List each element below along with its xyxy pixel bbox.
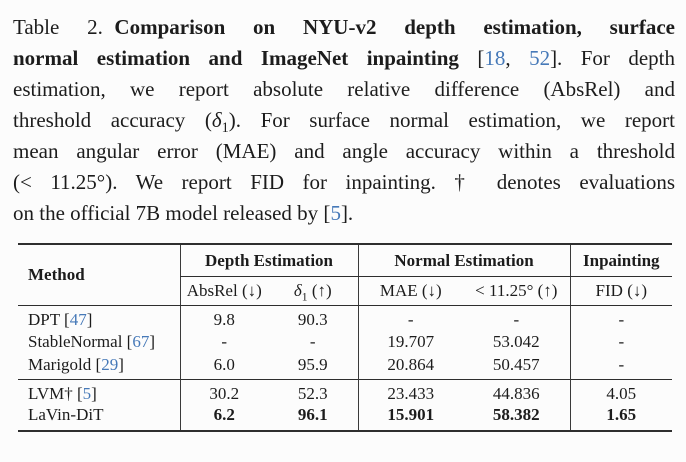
text-segment: AbsRel (↓) xyxy=(186,280,262,300)
text-segment: DPT [ xyxy=(28,309,70,329)
value-cell: 50.457 xyxy=(492,354,540,374)
caption-line: (< 11.25°). We report FID for inpainting… xyxy=(13,167,675,198)
citation-link[interactable]: 5 xyxy=(330,201,341,225)
value-cell: 19.707 xyxy=(357,329,464,354)
value-cell: 53.042 xyxy=(492,332,540,352)
value-cell: 20.864 xyxy=(357,353,464,380)
text-segment: (< 11.25°). We report FID for inpainting… xyxy=(13,170,675,194)
col-header-absrel: AbsRel (↓) xyxy=(179,276,268,306)
value-cell: 23.433 xyxy=(357,379,464,405)
text-segment: [ xyxy=(458,46,485,70)
text-segment: ] xyxy=(118,354,124,374)
text-segment: on the official 7B model released by [ xyxy=(13,201,331,225)
col-header-fid: FID (↓) xyxy=(569,276,673,306)
value-cell: - xyxy=(179,329,268,354)
col-group-normal-estimation: Normal Estimation xyxy=(357,244,571,277)
value-cell: - xyxy=(309,332,316,352)
col-header-method: Method xyxy=(18,244,180,306)
col-header-delta1: δ1 (↑) xyxy=(268,276,359,306)
text-segment: ] xyxy=(149,332,156,352)
caption-line: estimation, we report absolute relative … xyxy=(13,74,675,105)
value-cell: - xyxy=(569,353,673,380)
table-row: LaVin-DiT 6.2 96.1 15.901 58.382 1.65 xyxy=(18,404,673,431)
citation-link[interactable]: 5 xyxy=(82,384,92,403)
method-name-cell: StableNormal [67] xyxy=(18,330,180,354)
text-segment: estimation, we report absolute relative … xyxy=(13,77,675,101)
text-segment: < 11.25° (↑) xyxy=(475,280,558,300)
text-segment: 1 xyxy=(301,290,308,304)
value-cell: 30.2 xyxy=(179,379,268,405)
col-group-inpainting: Inpainting xyxy=(569,244,673,277)
text-segment: Method xyxy=(28,265,85,285)
text-segment: δ xyxy=(211,108,222,132)
text-segment: ). For surface normal estimation, we rep… xyxy=(228,108,675,132)
text-segment: 1 xyxy=(221,120,229,136)
text-segment: , xyxy=(505,46,530,70)
text-segment: ] xyxy=(86,309,93,329)
citation-link[interactable]: 67 xyxy=(132,332,150,352)
col-group-depth-estimation: Depth Estimation xyxy=(179,244,359,277)
method-name-cell: LaVin-DiT xyxy=(18,404,180,430)
citation-link[interactable]: 47 xyxy=(69,309,87,329)
text-segment: ]. For depth xyxy=(550,46,675,70)
text-segment: Normal Estimation xyxy=(394,250,534,270)
value-cell: 4.05 xyxy=(569,379,673,405)
table-row: Marigold [29] 6.0 95.9 20.864 50.457- xyxy=(18,353,673,380)
text-segment: Marigold [ xyxy=(28,354,102,374)
value-cell: 52.3 xyxy=(268,379,359,405)
col-header-mae: MAE (↓) xyxy=(357,276,464,306)
text-segment: normal estimation and ImageNet inpaintin… xyxy=(13,46,459,70)
caption-line: threshold accuracy (δ1). For surface nor… xyxy=(13,105,675,136)
text-segment: StableNormal [ xyxy=(28,332,133,352)
method-name-cell: Marigold [29] xyxy=(18,354,180,380)
text-segment: mean angular error (MAE) and angle accur… xyxy=(13,139,675,163)
table-row: LVM† [5] 30.2 52.3 23.433 44.836 4.05 xyxy=(18,379,673,405)
value-cell: 96.1 xyxy=(297,405,328,425)
caption-line: mean angular error (MAE) and angle accur… xyxy=(13,136,675,167)
text-segment: LaVin-DiT xyxy=(28,405,104,425)
text-segment: ] xyxy=(91,384,97,403)
results-table: Method Depth Estimation Normal Estimation I… xyxy=(18,243,673,432)
text-segment: MAE (↓) xyxy=(379,280,442,300)
text-segment: Depth Estimation xyxy=(205,250,333,270)
text-segment: threshold accuracy ( xyxy=(13,108,212,132)
value-cell: 90.3 xyxy=(297,309,328,329)
citation-link[interactable]: 52 xyxy=(529,46,551,70)
text-segment: δ xyxy=(293,280,302,300)
method-name-cell: DPT [47] xyxy=(18,305,180,330)
text-segment: Inpainting xyxy=(583,250,660,270)
value-cell: 6.0 xyxy=(179,353,268,380)
value-cell: 44.836 xyxy=(463,379,571,405)
table-row: DPT [47] 9.8 90.3- - - xyxy=(18,305,673,330)
sub-header-row: AbsRel (↓) δ1 (↑) MAE (↓) < 11.25° (↑) FID (… xyxy=(18,276,673,306)
value-cell: 9.8 xyxy=(179,305,268,330)
text-segment: ]. xyxy=(340,201,354,225)
text-segment: Comparison on NYU-v2 depth estimation, s… xyxy=(114,15,675,39)
value-cell: 6.2 xyxy=(179,404,268,431)
value-cell: - xyxy=(513,309,520,329)
caption-line: normal estimation and ImageNet inpaintin… xyxy=(13,43,675,74)
group-header-row: Method Depth Estimation Normal Estimation I… xyxy=(18,244,673,306)
value-cell: 95.9 xyxy=(297,354,328,374)
value-cell: - xyxy=(357,305,464,330)
caption-line: on the official 7B model released by [5]… xyxy=(13,198,675,229)
table-caption: Table 2. Comparison on NYU-v2 depth estim… xyxy=(13,12,675,229)
citation-link[interactable]: 18 xyxy=(484,46,506,70)
value-cell: - xyxy=(569,329,673,354)
col-header-angle-acc: < 11.25° (↑) xyxy=(463,276,571,306)
table-row: StableNormal [67] - -19.707 53.042- xyxy=(18,329,673,354)
text-segment: FID (↓) xyxy=(595,280,648,300)
citation-link[interactable]: 29 xyxy=(101,354,119,374)
caption-line: Table 2. Comparison on NYU-v2 depth estim… xyxy=(13,12,675,43)
value-cell: - xyxy=(569,305,673,330)
text-segment: (↑) xyxy=(307,280,332,300)
value-cell: 58.382 xyxy=(492,405,540,425)
value-cell: 15.901 xyxy=(357,404,464,431)
text-segment: LVM† [ xyxy=(28,384,83,403)
method-name-cell: LVM† [5] xyxy=(18,379,180,405)
text-segment: Table 2. xyxy=(13,15,103,39)
value-cell: 1.65 xyxy=(569,404,673,431)
